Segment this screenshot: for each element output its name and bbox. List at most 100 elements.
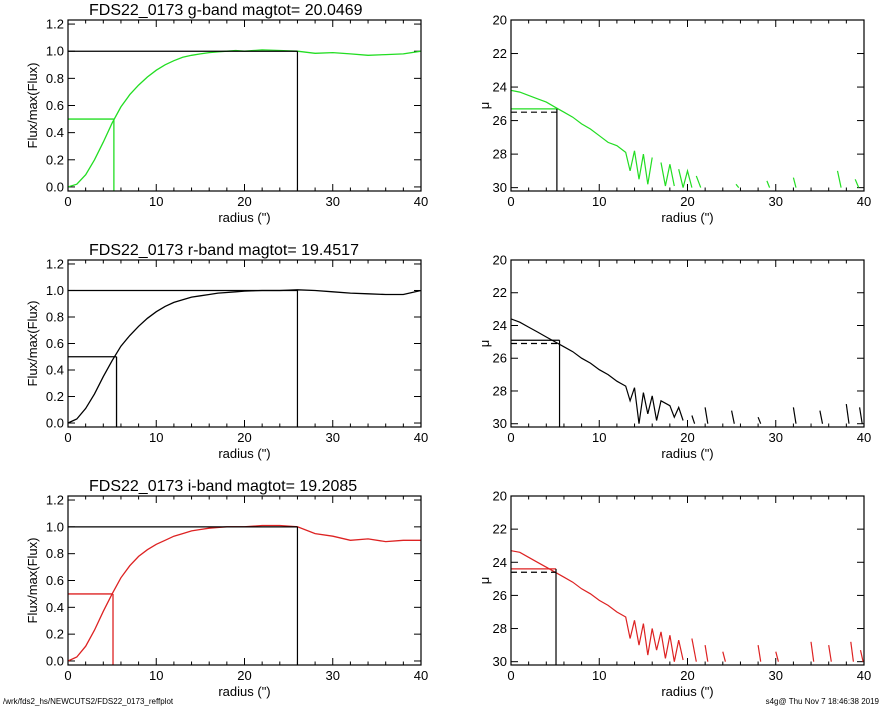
x-tick-label: 20 xyxy=(680,194,694,209)
x-tick-label: 20 xyxy=(237,430,251,445)
x-axis-label: radius (") xyxy=(661,684,713,699)
y-tick-label: 30 xyxy=(493,654,507,669)
surface-brightness-profile xyxy=(691,638,697,662)
x-tick-label: 30 xyxy=(769,194,783,209)
y-tick-label: 22 xyxy=(493,46,507,61)
y-tick-label: 0.4 xyxy=(46,600,64,615)
x-tick-label: 20 xyxy=(237,194,251,209)
surface-brightness-profile xyxy=(836,170,842,188)
x-tick-label: 30 xyxy=(769,430,783,445)
surface-brightness-profile xyxy=(792,407,797,424)
x-tick-label: 40 xyxy=(414,668,428,683)
y-tick-label: 1.2 xyxy=(46,493,64,508)
growth-curve xyxy=(68,289,421,424)
plot-frame xyxy=(510,19,865,192)
chart-panel-2: 0 10 20 30 40 20 22 24 26 28 30 radius (") μ xyxy=(477,13,871,226)
y-tick-label: 24 xyxy=(493,318,507,333)
y-tick-label: 0.8 xyxy=(46,309,64,324)
surface-brightness-profile xyxy=(845,404,850,424)
chart-panel-4: 0 10 20 30 40 20 22 24 26 28 30 radius (") μ xyxy=(477,253,871,462)
y-axis-label: μ xyxy=(477,102,492,110)
chart-panel-3: 0 10 20 30 40 0.0 0.2 0.4 0.6 0.8 1.0 1.2 radius (")… xyxy=(25,242,428,461)
y-tick-label: 28 xyxy=(493,147,507,162)
x-tick-label: 0 xyxy=(507,194,514,209)
surface-brightness-profile xyxy=(810,641,815,662)
y-tick-label: 22 xyxy=(493,522,507,537)
chart-panel-5: 0 10 20 30 40 0.0 0.2 0.4 0.6 0.8 1.0 1.2 radius (")… xyxy=(25,478,428,699)
y-tick-label: 0.0 xyxy=(46,416,64,431)
x-tick-label: 10 xyxy=(149,668,163,683)
x-tick-label: 30 xyxy=(326,194,340,209)
x-tick-label: 10 xyxy=(592,430,606,445)
surface-brightness-profile xyxy=(819,410,824,424)
surface-brightness-profile xyxy=(695,175,702,188)
surface-brightness-profile xyxy=(660,162,675,187)
y-tick-label: 0.4 xyxy=(46,125,64,140)
plot-area xyxy=(68,524,421,665)
x-tick-label: 40 xyxy=(857,430,871,445)
y-tick-label: 20 xyxy=(493,489,507,504)
surface-brightness-profile xyxy=(704,645,709,662)
chart-title: FDS22_0173 r-band magtot= 19.4517 xyxy=(89,242,359,259)
x-axis-label: radius (") xyxy=(218,210,270,225)
y-axis-label: Flux/max(Flux) xyxy=(25,63,40,149)
surface-brightness-profile xyxy=(511,89,653,185)
surface-brightness-profile xyxy=(511,550,684,662)
y-tick-label: 26 xyxy=(493,351,507,366)
chart-title: FDS22_0173 i-band magtot= 19.2085 xyxy=(89,478,357,495)
x-tick-label: 10 xyxy=(149,430,163,445)
y-tick-label: 26 xyxy=(493,113,507,128)
plot-area xyxy=(511,89,860,191)
y-axis-label: μ xyxy=(477,577,492,585)
x-tick-label: 20 xyxy=(680,430,694,445)
x-tick-label: 30 xyxy=(769,668,783,683)
x-tick-label: 40 xyxy=(414,194,428,209)
plot-frame xyxy=(510,259,865,428)
y-tick-label: 0.6 xyxy=(46,573,64,588)
plot-frame xyxy=(67,495,422,666)
y-tick-label: 1.0 xyxy=(46,519,64,534)
x-tick-label: 30 xyxy=(326,668,340,683)
chart-panel-6: 0 10 20 30 40 20 22 24 26 28 30 radius (") μ xyxy=(477,489,871,700)
surface-brightness-profile xyxy=(691,415,696,424)
surface-brightness-profile xyxy=(757,416,762,424)
footer-path: /wrk/fds2_hs/NEWCUTS2/FDS22_0173_reffplo… xyxy=(3,697,174,706)
y-tick-label: 20 xyxy=(493,13,507,28)
surface-brightness-profile xyxy=(859,407,863,424)
x-tick-label: 0 xyxy=(507,430,514,445)
y-tick-label: 0.0 xyxy=(46,653,64,668)
y-tick-label: 0.4 xyxy=(46,363,64,378)
y-tick-label: 0.8 xyxy=(46,546,64,561)
x-tick-label: 30 xyxy=(326,430,340,445)
surface-brightness-profile xyxy=(766,180,771,188)
x-tick-label: 10 xyxy=(592,668,606,683)
y-tick-label: 26 xyxy=(493,588,507,603)
plot-frame xyxy=(510,495,865,666)
x-tick-label: 10 xyxy=(592,194,606,209)
y-tick-label: 28 xyxy=(493,621,507,636)
surface-brightness-profile xyxy=(828,645,832,662)
x-tick-label: 0 xyxy=(507,668,514,683)
y-axis-label: Flux/max(Flux) xyxy=(25,301,40,387)
plot-area xyxy=(68,49,421,191)
footer-timestamp: s4g@ Thu Nov 7 18:46:38 2019 xyxy=(765,697,879,706)
y-tick-label: 30 xyxy=(493,180,507,195)
y-tick-label: 0.8 xyxy=(46,71,64,86)
surface-brightness-profile xyxy=(850,641,854,662)
x-tick-label: 40 xyxy=(857,668,871,683)
y-tick-label: 28 xyxy=(493,383,507,398)
surface-brightness-profile xyxy=(678,168,693,188)
y-tick-label: 22 xyxy=(493,285,507,300)
plot-frame xyxy=(67,259,422,428)
x-tick-label: 10 xyxy=(149,194,163,209)
y-tick-label: 0.2 xyxy=(46,627,64,642)
surface-brightness-profile xyxy=(511,318,684,424)
x-tick-label: 20 xyxy=(680,668,694,683)
plot-area xyxy=(511,318,863,427)
x-tick-label: 0 xyxy=(64,194,71,209)
surface-brightness-profile xyxy=(757,645,762,662)
x-tick-label: 0 xyxy=(64,430,71,445)
y-tick-label: 24 xyxy=(493,80,507,95)
x-axis-label: radius (") xyxy=(218,684,270,699)
